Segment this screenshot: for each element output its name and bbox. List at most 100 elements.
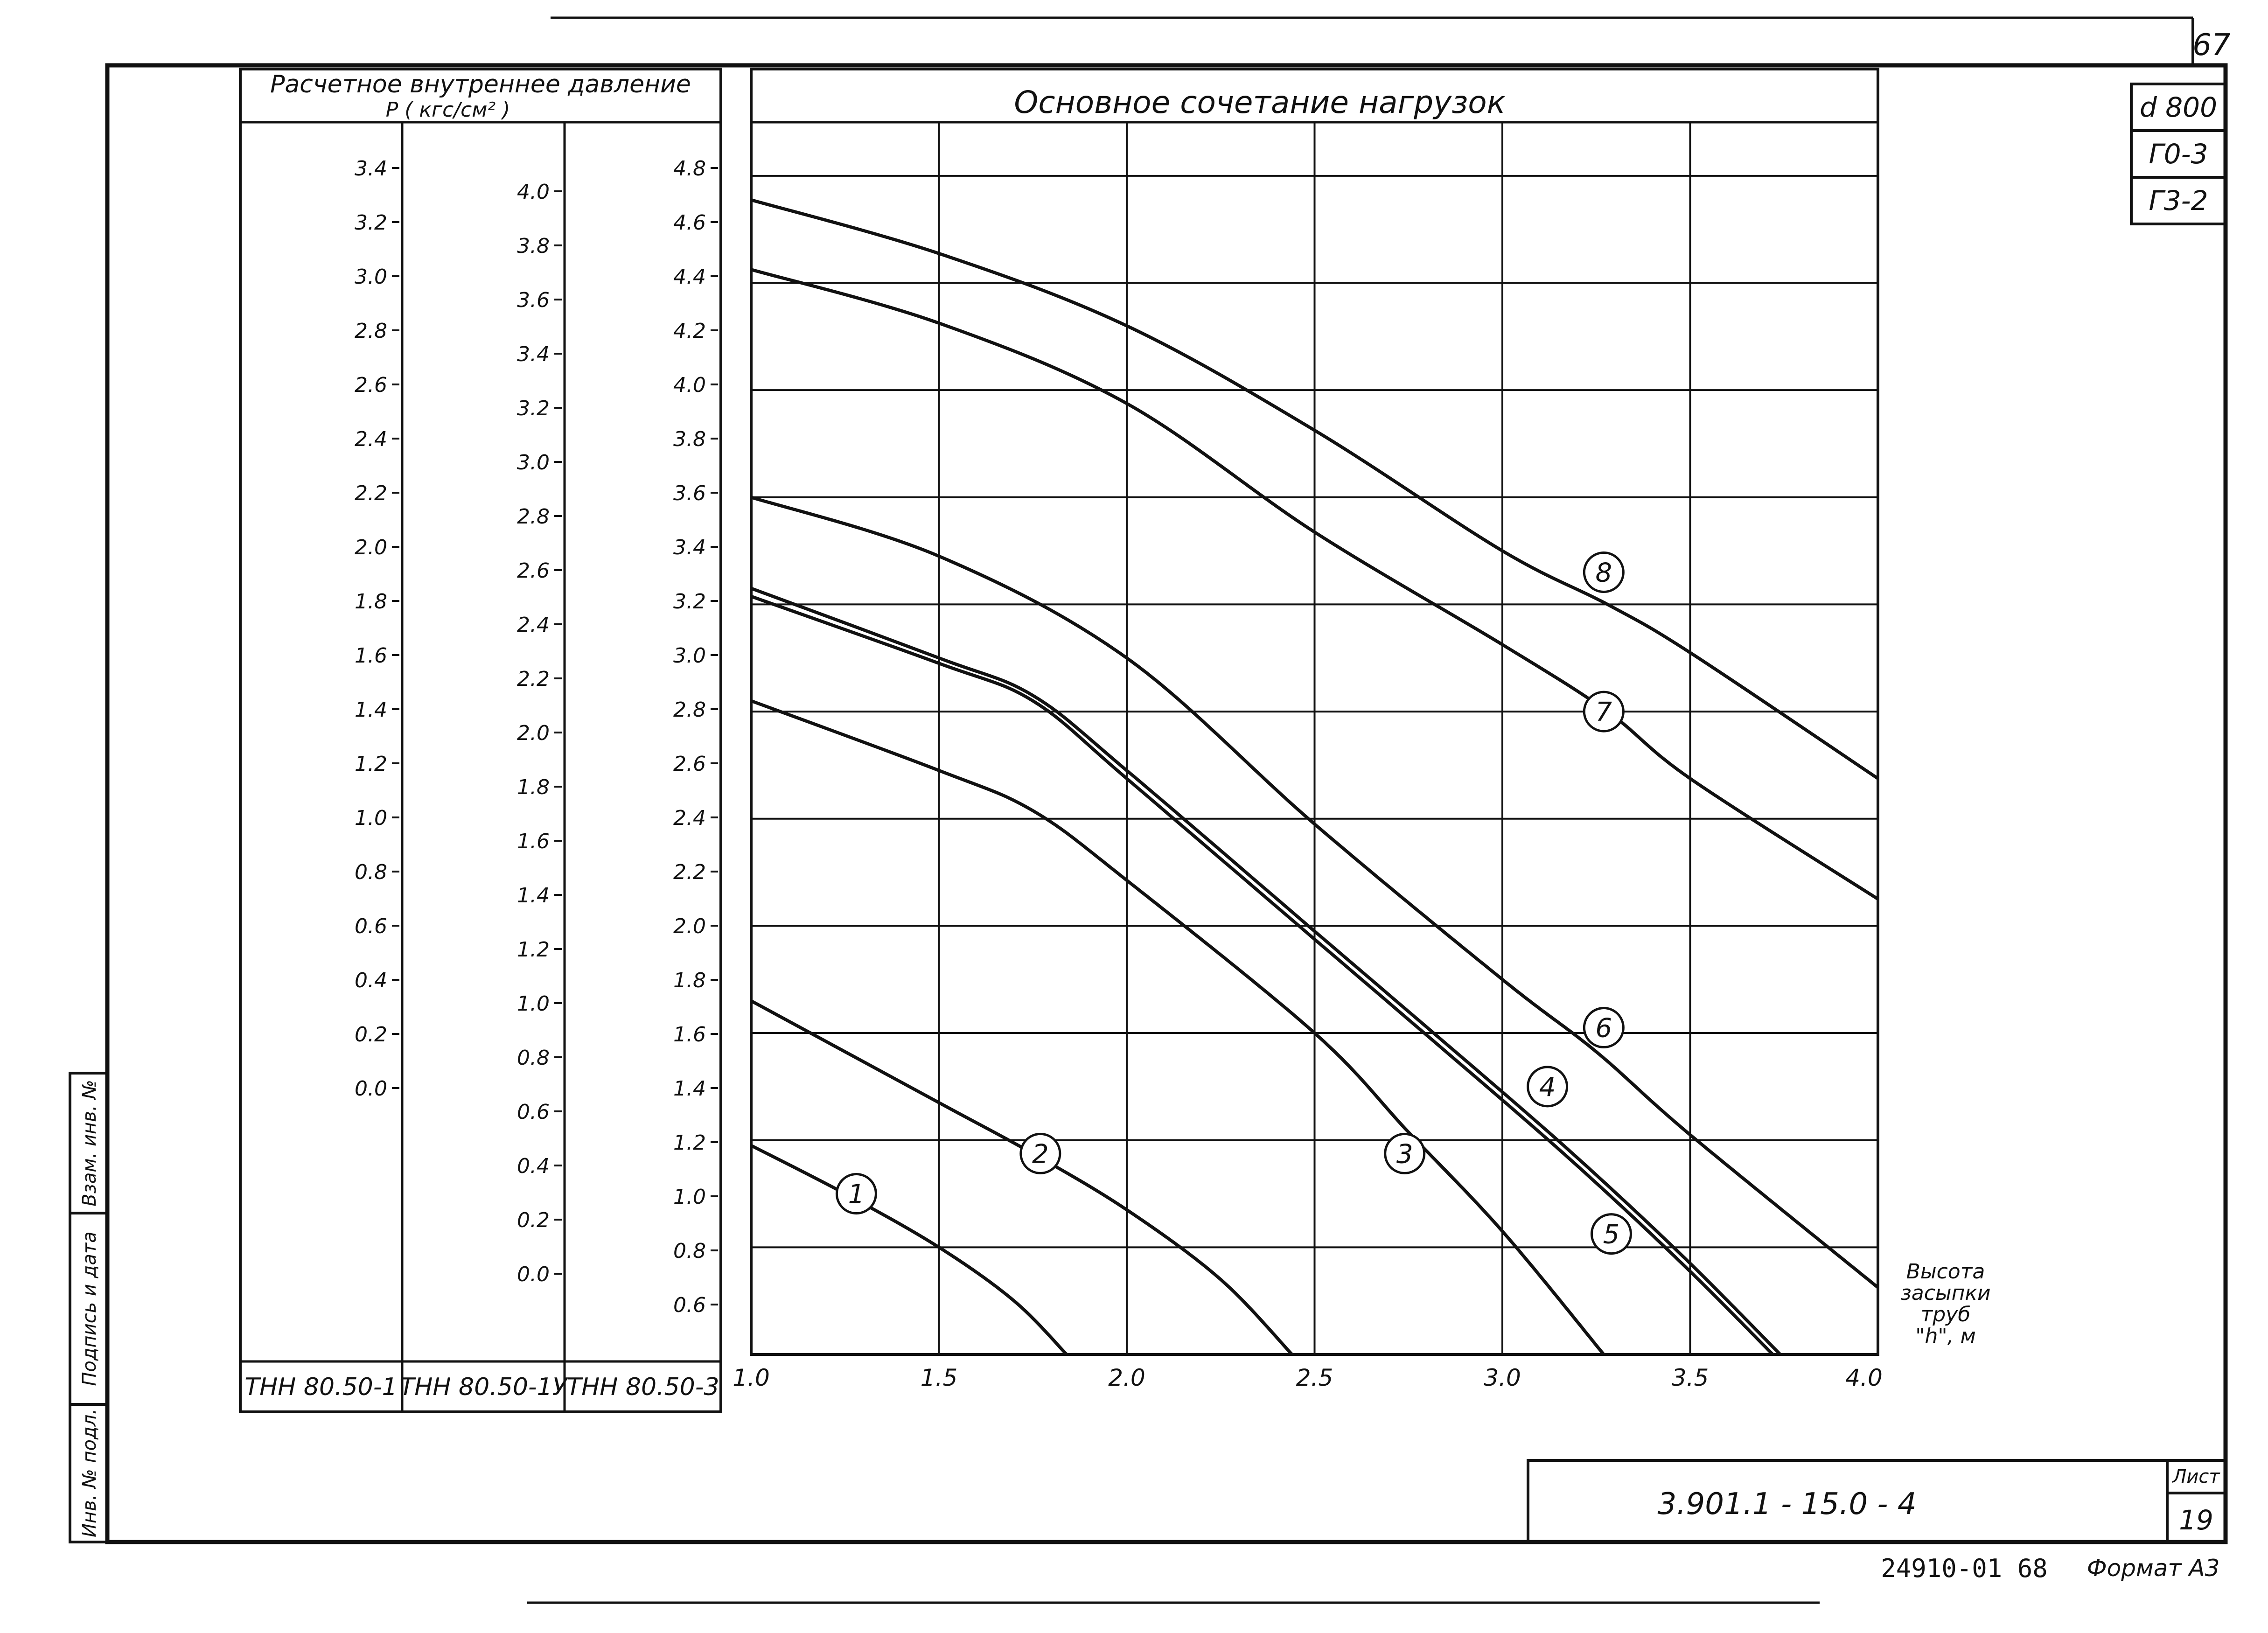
x-tick-label: 1.0 [733, 1364, 770, 1391]
series-line-7 [751, 268, 1879, 900]
scale-tick-label: 1.4 [517, 884, 550, 907]
scale-tick-label: 0.0 [517, 1263, 550, 1286]
curve-label-circle-3 [1384, 1132, 1426, 1174]
curve-label-circle-2 [1019, 1132, 1061, 1174]
x-tick-label: 1.5 [921, 1364, 958, 1391]
curve-label-4: 4 [1539, 1072, 1556, 1103]
scale-tick-label: 1.4 [355, 698, 387, 722]
scale-tick-label: 2.8 [355, 319, 387, 343]
bottom-code: 24910-01 68 [1881, 1554, 2048, 1583]
x-tick-label: 3.5 [1672, 1364, 1709, 1391]
series-line-1 [750, 1144, 1068, 1356]
scale-tick-label: 0.2 [517, 1208, 550, 1232]
scale-tick-label: 2.2 [673, 860, 706, 884]
scale-tick-label: 3.4 [673, 536, 706, 559]
scale-tick-label: 0.8 [517, 1046, 550, 1070]
scale-tick-label: 1.4 [673, 1077, 706, 1101]
scale-tick-label: 2.0 [673, 914, 706, 938]
curve-label-circle-7 [1583, 691, 1625, 733]
scale-tick-label: 0.6 [517, 1100, 550, 1124]
curve-label-circle-5 [1590, 1213, 1632, 1255]
curve-label-2: 2 [1032, 1139, 1049, 1169]
scale-table-header-symbol: P ( кгс/см² ) [386, 98, 510, 122]
scale-tick-label: 2.2 [355, 482, 387, 505]
page-number: 67 [2192, 28, 2231, 63]
pressure-scale-table: Расчетное внутреннее давление P ( кгс/см… [239, 68, 722, 1413]
scale-tick-label: 1.0 [517, 992, 550, 1016]
scale-tick-label: 1.8 [673, 969, 706, 992]
stamp-diameter: d 800 [2140, 91, 2217, 123]
sheet-frame [105, 16, 2228, 1604]
scale-tick-label: 2.6 [673, 752, 706, 776]
scale-tick-label: 2.6 [517, 559, 550, 583]
series-line-4 [750, 586, 1782, 1356]
format-label: Формат А3 [2087, 1555, 2220, 1582]
page-number-box: 67 [2192, 28, 2231, 67]
series-line-8 [751, 198, 1879, 780]
scale-tick-label: 2.4 [673, 806, 706, 830]
chart-grid [751, 122, 1878, 1354]
scale-tick-label: 4.2 [673, 319, 706, 343]
scale-tick-label: 2.4 [517, 613, 550, 637]
scale-tick-label: 3.6 [517, 288, 550, 312]
scale-tick-label: 1.2 [673, 1131, 706, 1155]
stamp-g3: Г3-2 [2149, 185, 2208, 216]
scale-tick-label: 3.0 [355, 265, 387, 289]
scale-tick-label: 0.6 [355, 914, 387, 938]
curve-label-8: 8 [1596, 558, 1612, 588]
scale-tick-label: 2.8 [673, 698, 706, 722]
x-tick-label: 2.0 [1108, 1364, 1145, 1391]
side-stamp: Взам. инв. № Подпись и дата Инв. № подл. [69, 1072, 109, 1543]
series-line-6 [750, 495, 1879, 1289]
x-tick-label: 3.0 [1484, 1364, 1521, 1391]
scale-tick-label: 3.0 [517, 451, 550, 475]
chart-x-axis-label: Высота засыпки труб "h", м [1900, 1260, 1990, 1348]
scale-tick-label: 3.2 [355, 211, 387, 235]
curve-label-circle-6 [1583, 1007, 1625, 1049]
scale-tick-label: 0.4 [355, 969, 387, 992]
scale-tick-label: 2.6 [355, 373, 387, 397]
chart-series [750, 198, 1879, 1356]
curve-label-1: 1 [848, 1179, 865, 1210]
scale-tick-label: 3.0 [673, 644, 706, 668]
scale-tick-label: 3.6 [673, 482, 706, 505]
scale-tick-label: 1.2 [355, 752, 387, 776]
sheet-label: Лист [2171, 1466, 2220, 1487]
scale-column-label-2: ТНН 80.50-1У [400, 1373, 569, 1401]
scale-tick-label: 0.4 [517, 1154, 550, 1178]
scale-tick-label: 1.6 [517, 830, 550, 853]
scale-tick-label: 0.6 [673, 1293, 706, 1317]
document-code: 3.901.1 - 15.0 - 4 [1657, 1487, 1916, 1521]
curve-label-7: 7 [1596, 697, 1612, 727]
scale-tick-label: 4.8 [673, 157, 706, 181]
scale-tick-label: 0.0 [355, 1077, 387, 1101]
scale-tick-label: 0.8 [355, 860, 387, 884]
main-chart: Основное сочетание нагрузок 1 2 3 4 5 6 7 8 1.0… [733, 68, 1991, 1391]
curve-label-5: 5 [1603, 1220, 1620, 1250]
scale-tick-label: 0.2 [355, 1023, 387, 1047]
scale-tick-label: 3.2 [673, 590, 706, 614]
scale-tick-label: 3.8 [673, 427, 706, 451]
scale-tick-label: 1.6 [673, 1023, 706, 1047]
curve-label-circle-1 [835, 1173, 877, 1215]
scale-tick-label: 2.0 [517, 721, 550, 745]
curve-label-circle-4 [1527, 1066, 1569, 1108]
scale-tick-label: 2.8 [517, 505, 550, 529]
scale-tick-label: 2.2 [517, 667, 550, 691]
chart-x-ticks: 1.0 1.5 2.0 2.5 3.0 3.5 4.0 [733, 1364, 1883, 1391]
series-line-3 [750, 699, 1605, 1356]
scale-tick-label: 4.0 [517, 180, 550, 204]
sheet-number: 19 [2179, 1504, 2213, 1536]
series-line-5 [750, 594, 1774, 1356]
scale-tick-label: 3.4 [517, 342, 550, 366]
scale-tick-label: 3.4 [355, 157, 387, 181]
scale-tick-label: 2.0 [355, 536, 387, 559]
parameter-stamps: d 800 Г0-3 Г3-2 [2130, 83, 2227, 225]
curve-label-3: 3 [1396, 1139, 1413, 1169]
chart-curve-labels: 1 2 3 4 5 6 7 8 [835, 551, 1632, 1255]
scale-column-label-3: ТНН 80.50-3 [566, 1373, 719, 1401]
x-tick-label: 4.0 [1845, 1364, 1883, 1391]
scale-tick-label: 0.8 [673, 1239, 706, 1263]
side-stamp-podpis: Подпись и дата [79, 1231, 100, 1386]
